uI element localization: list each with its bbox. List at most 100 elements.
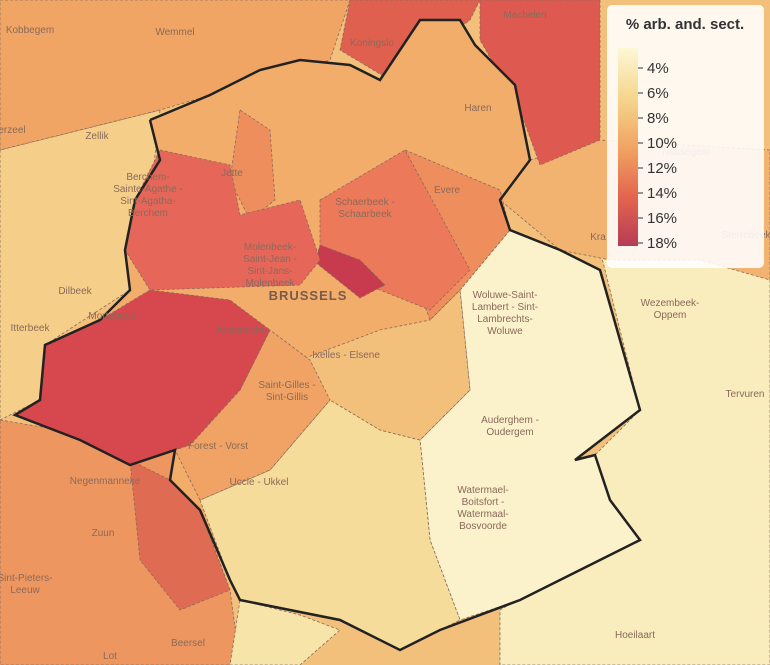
place-label-line: Lambrechts-	[477, 314, 533, 325]
place-label: Koningslo	[350, 38, 394, 49]
place-label-line: Zuun	[92, 528, 115, 539]
place-label-line: Woluwe-Saint-	[473, 290, 538, 301]
region	[499, 239, 770, 665]
legend-tick-label: 14%	[647, 185, 677, 202]
place-label-line: Forest - Vorst	[188, 441, 248, 452]
place-label-line: Kra	[590, 232, 606, 243]
place-label-line: Auderghem -	[481, 415, 539, 426]
place-label: Kobbegem	[6, 25, 54, 36]
place-label-line: Evere	[434, 185, 461, 196]
legend-ticks: 4% 6% 8% 10% 12% 14% 16% 18%	[638, 60, 677, 252]
place-label-line: Mortebeek	[88, 311, 136, 322]
place-label: Tervuren	[726, 389, 765, 400]
place-label-line: Tervuren	[726, 389, 765, 400]
place-label-line: Ixelles - Elsene	[312, 350, 380, 361]
legend-tick-label: 10%	[647, 135, 677, 152]
place-label-line: Schaerbeek -	[335, 197, 394, 208]
place-label: Negenmanneke	[70, 476, 141, 487]
place-label: Machelen	[503, 10, 546, 21]
region	[14, 289, 271, 466]
place-label: Wezembeek-Oppem	[641, 298, 700, 321]
place-label-line: Itterbeek	[11, 323, 51, 334]
place-label-line: Berchem-	[126, 172, 169, 183]
place-label-line: erzeel	[0, 125, 26, 136]
place-label: Jette	[221, 168, 243, 179]
legend-tick-label: 12%	[647, 160, 677, 177]
region	[479, 0, 601, 166]
place-label: Evere	[434, 185, 461, 196]
place-label-line: Beersel	[171, 638, 205, 649]
place-label: Mortebeek	[88, 311, 136, 322]
legend-title: % arb. and. sect.	[626, 16, 744, 33]
place-label-line: Watermaal-	[457, 509, 508, 520]
place-label-line: Jette	[221, 168, 243, 179]
place-label-line: Molenbeek-	[244, 242, 296, 253]
place-label-line: Wemmel	[155, 27, 194, 38]
region	[129, 459, 231, 611]
place-label-line: Sainte-Agathe -	[113, 184, 183, 195]
place-label: Sint-Pieters-Leeuw	[0, 573, 53, 596]
place-label: Saint-Gilles -Sint-Gillis	[258, 380, 315, 403]
place-label-line: Negenmanneke	[70, 476, 141, 487]
place-label: Lot	[103, 651, 117, 662]
place-label: Watermael-Boitsfort -Watermaal-Bosvoorde	[457, 485, 508, 532]
place-label-line: Sint-Pieters-	[0, 573, 53, 584]
place-label: Woluwe-Saint-Lambert - Sint-Lambrechts-W…	[472, 290, 538, 337]
region	[199, 399, 461, 651]
place-label: Zellik	[85, 131, 109, 142]
place-label-line: Kobbegem	[6, 25, 54, 36]
place-label-line: Sint-Jans-	[247, 266, 292, 277]
place-label: Wemmel	[155, 27, 194, 38]
place-label-line: Bosvoorde	[459, 521, 507, 532]
place-label: Haren	[464, 103, 491, 114]
place-label: BRUSSELS	[269, 288, 348, 303]
place-label: Auderghem -Oudergem	[481, 415, 539, 438]
place-label: Anderlecht	[216, 325, 264, 336]
place-label-line: Berchem	[128, 208, 168, 219]
place-label-line: Leeuw	[10, 585, 40, 596]
place-label-line: Watermael-	[457, 485, 508, 496]
place-label: Schaerbeek -Schaarbeek	[335, 197, 394, 220]
place-label-line: Oppem	[654, 310, 687, 321]
place-label-line: Oudergem	[486, 427, 533, 438]
place-label-line: Sint-Gillis	[266, 392, 308, 403]
place-label: Itterbeek	[11, 323, 51, 334]
place-label: erzeel	[0, 125, 26, 136]
legend-colorbar	[618, 48, 638, 246]
brussels-regions	[12, 18, 642, 652]
legend-tick-label: 8%	[647, 110, 669, 127]
region-outline	[12, 18, 642, 652]
region	[299, 289, 471, 441]
place-label-line: Hoeilaart	[615, 630, 655, 641]
place-label: Kra	[590, 232, 606, 243]
place-label: Forest - Vorst	[188, 441, 248, 452]
place-label-line: Woluwe	[487, 326, 523, 337]
legend-tick-label: 18%	[647, 235, 677, 252]
place-label: Dilbeek	[58, 286, 92, 297]
place-label-line: Molenbeek	[246, 278, 296, 289]
place-label: Molenbeek-Saint-Jean -Sint-Jans-Molenbee…	[243, 242, 297, 289]
place-label: Hoeilaart	[615, 630, 655, 641]
place-label-line: Sint-Agatha-	[120, 196, 176, 207]
place-label-line: Schaarbeek	[338, 209, 392, 220]
place-label: Uccle - Ukkel	[230, 477, 289, 488]
place-label-line: Saint-Gilles -	[258, 380, 315, 391]
place-label-line: Uccle - Ukkel	[230, 477, 289, 488]
place-label-line: Koningslo	[350, 38, 394, 49]
legend: % arb. and. sect. 4% 6% 8% 10% 12% 14% 16% 18%	[607, 5, 764, 268]
legend-tick-label: 4%	[647, 60, 669, 77]
legend-tick-label: 16%	[647, 210, 677, 227]
place-label: Zuun	[92, 528, 115, 539]
place-label-line: Lot	[103, 651, 117, 662]
region	[229, 599, 341, 665]
place-label: Ixelles - Elsene	[312, 350, 380, 361]
legend-box	[607, 5, 764, 268]
place-label-line: BRUSSELS	[269, 288, 348, 303]
place-label-line: Machelen	[503, 10, 546, 21]
place-label: Berchem-Sainte-Agathe -Sint-Agatha-Berch…	[113, 172, 183, 219]
place-label-line: Haren	[464, 103, 491, 114]
place-label-line: Anderlecht	[216, 325, 264, 336]
place-label-line: Lambert - Sint-	[472, 302, 538, 313]
place-label-line: Zellik	[85, 131, 109, 142]
